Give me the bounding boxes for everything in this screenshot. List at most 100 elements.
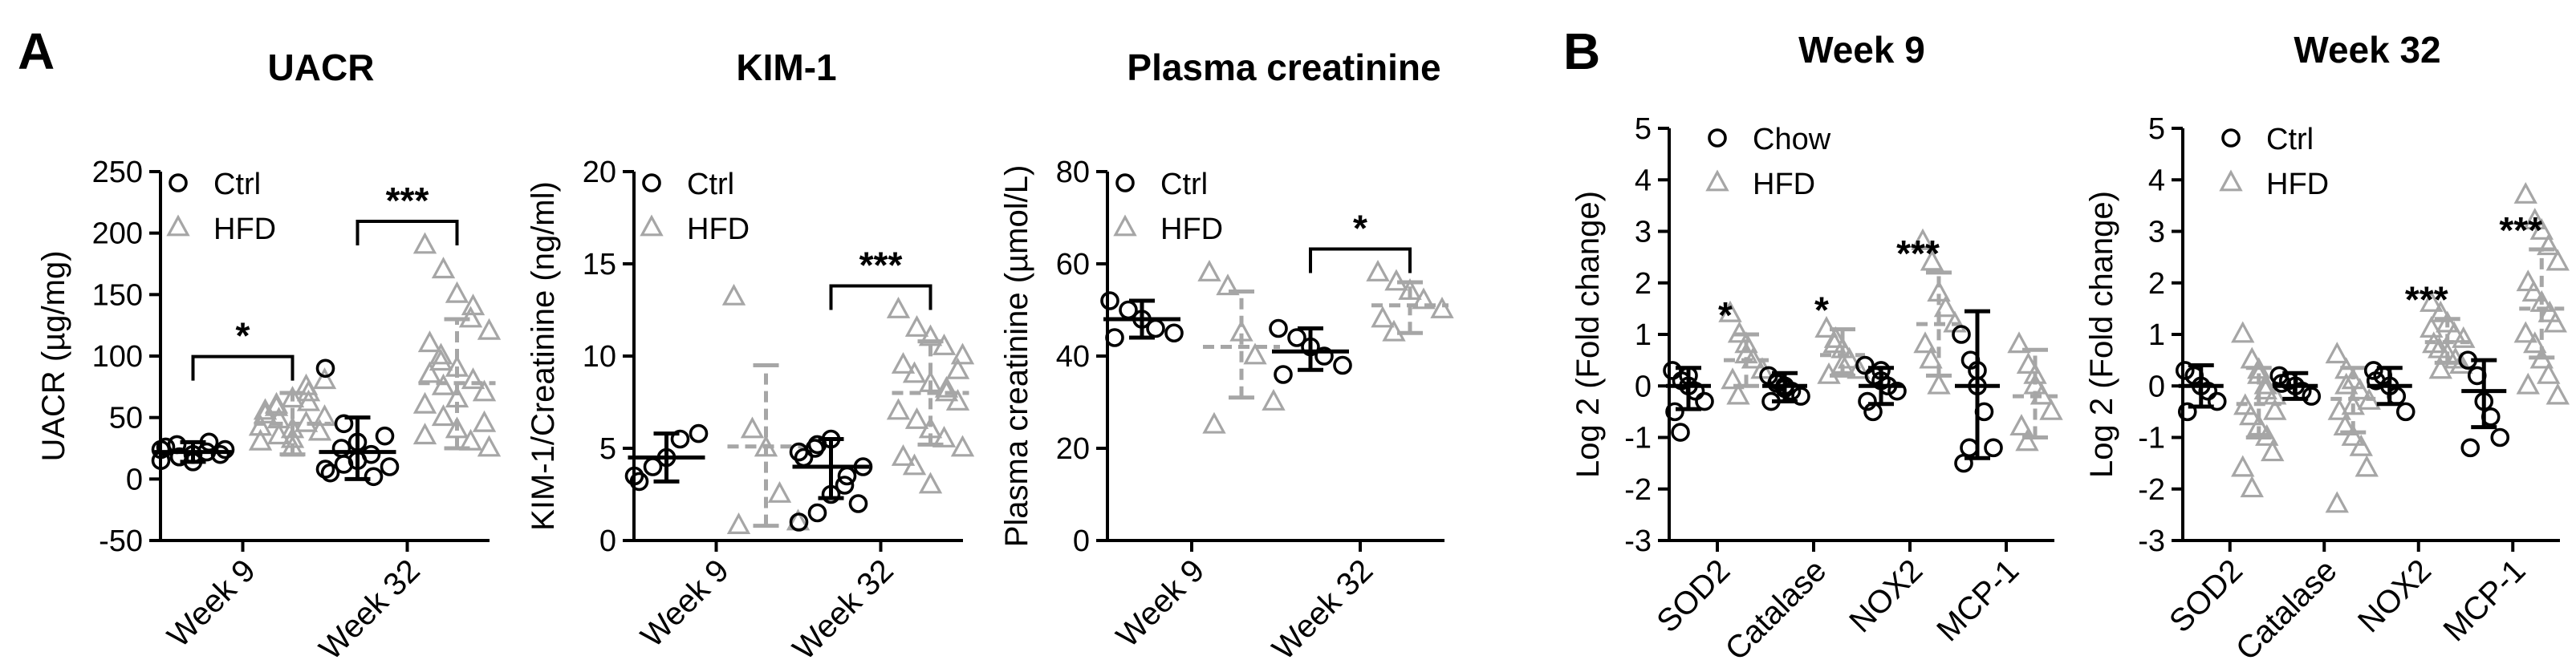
data-point-hfd xyxy=(2349,434,2373,456)
data-point-ctrl xyxy=(1984,438,2003,458)
y-tick-label: 4 xyxy=(1635,164,1652,197)
y-tick-label: -2 xyxy=(1624,473,1652,507)
y-tick-label: 250 xyxy=(92,156,143,189)
data-point-hfd xyxy=(886,296,911,318)
legend-marker-circle xyxy=(1115,173,1135,192)
data-point-hfd xyxy=(2009,414,2034,436)
data-point-hfd xyxy=(2537,362,2561,384)
data-point-hfd xyxy=(1718,300,1742,322)
significance-stars: * xyxy=(1814,290,1829,331)
legend-label: HFD xyxy=(213,213,276,246)
data-point-ctrl xyxy=(2302,387,2322,406)
data-point-hfd xyxy=(312,367,337,390)
x-tick-label: Week 32 xyxy=(313,553,427,660)
chart-title: KIM-1 xyxy=(736,47,836,88)
x-tick-label: Week 9 xyxy=(634,553,735,654)
significance-bracket xyxy=(356,220,459,245)
data-point-hfd xyxy=(950,435,975,457)
data-point-hfd xyxy=(2428,357,2452,379)
data-point-hfd xyxy=(2420,316,2444,338)
data-point-hfd xyxy=(904,314,929,337)
data-point-ctrl xyxy=(169,447,189,467)
data-point-ctrl xyxy=(1960,438,1979,458)
x-tick-label: NOX2 xyxy=(2351,553,2438,639)
significance-stars: *** xyxy=(1896,233,1940,274)
data-point-ctrl xyxy=(789,442,809,462)
data-point-hfd xyxy=(2261,439,2285,462)
data-point-hfd xyxy=(2513,181,2537,204)
data-point-ctrl xyxy=(1274,365,1293,384)
data-point-ctrl xyxy=(1269,318,1288,338)
data-point-ctrl xyxy=(2395,402,2416,422)
data-point-hfd xyxy=(740,416,765,439)
data-point-hfd xyxy=(2521,280,2546,302)
chart-5: Week 32 -3 -2 -1 0 1 2 3 4 5 Log 2 (Fold change) SO… xyxy=(2084,29,2570,660)
data-point-ctrl xyxy=(2460,438,2481,458)
data-point-hfd xyxy=(2334,372,2359,395)
data-point-hfd xyxy=(1913,331,1937,354)
data-point-hfd xyxy=(945,388,970,411)
data-point-ctrl xyxy=(629,472,649,492)
legend-marker-triangle xyxy=(166,214,190,237)
data-point-hfd xyxy=(2039,398,2063,420)
data-point-hfd xyxy=(431,404,456,427)
data-point-hfd xyxy=(1726,383,1750,405)
data-point-hfd xyxy=(1721,367,1745,390)
legend-marker-triangle xyxy=(1113,214,1137,237)
data-point-ctrl xyxy=(1663,361,1682,380)
data-point-ctrl xyxy=(807,503,827,523)
y-tick-label: 0 xyxy=(599,524,616,558)
legend-label: Chow xyxy=(1753,123,1831,156)
data-point-hfd xyxy=(429,342,453,365)
data-point-hfd xyxy=(2015,429,2039,451)
data-point-ctrl xyxy=(2490,427,2510,447)
data-point-hfd xyxy=(2420,290,2444,312)
x-tick-label: Week 9 xyxy=(160,553,262,654)
data-point-hfd xyxy=(445,281,469,303)
data-point-hfd xyxy=(412,232,437,254)
y-tick-label: -1 xyxy=(1624,422,1652,456)
y-tick-label: -1 xyxy=(2138,422,2165,456)
data-point-hfd xyxy=(891,443,916,466)
data-point-hfd xyxy=(472,379,497,402)
data-point-ctrl xyxy=(689,423,709,443)
data-point-ctrl xyxy=(210,444,230,464)
data-point-hfd xyxy=(2516,269,2540,292)
data-point-ctrl xyxy=(624,466,644,486)
significance-bracket xyxy=(191,354,295,381)
data-point-hfd xyxy=(461,294,486,316)
data-point-hfd xyxy=(934,375,959,398)
chart-2: KIM-1 0 5 10 15 20 KIM-1/Creatinine (ng/ml) Wee… xyxy=(526,47,975,660)
data-point-hfd xyxy=(477,318,502,340)
data-point-ctrl xyxy=(1665,402,1684,422)
data-point-hfd xyxy=(2523,208,2547,230)
data-point-hfd xyxy=(1920,249,1944,271)
y-tick-label: 20 xyxy=(583,156,616,189)
y-tick-label: 3 xyxy=(2148,216,2165,249)
legend-label: Ctrl xyxy=(687,168,734,201)
data-point-hfd xyxy=(2513,321,2537,343)
data-point-hfd xyxy=(1243,342,1267,365)
panel-label-b: B xyxy=(1563,22,1600,80)
y-axis-label: Log 2 (Fold change) xyxy=(1570,191,1606,478)
x-tick-label: SOD2 xyxy=(2163,553,2249,639)
data-point-hfd xyxy=(2543,310,2567,333)
chart-4: Week 9 -3 -2 -1 0 1 2 3 4 5 Log 2 (Fold change) SOD… xyxy=(1570,29,2063,660)
y-tick-label: 20 xyxy=(1056,432,1090,466)
data-point-ctrl xyxy=(1287,328,1306,347)
data-point-ctrl xyxy=(2207,391,2227,411)
y-tick-label: 150 xyxy=(92,278,143,312)
significance-stars: *** xyxy=(859,245,903,286)
significance-bracket xyxy=(829,284,932,310)
data-point-hfd xyxy=(294,373,319,395)
y-tick-label: 0 xyxy=(1073,524,1090,558)
data-point-hfd xyxy=(2325,342,2349,364)
chart-title: Plasma creatinine xyxy=(1127,47,1440,88)
data-point-ctrl xyxy=(215,439,235,460)
data-point-ctrl xyxy=(1100,291,1119,310)
data-point-hfd xyxy=(477,435,502,457)
data-point-hfd xyxy=(417,330,442,353)
data-point-hfd xyxy=(264,394,289,416)
y-axis-label: Plasma creatinine (µmol/L) xyxy=(999,165,1034,548)
